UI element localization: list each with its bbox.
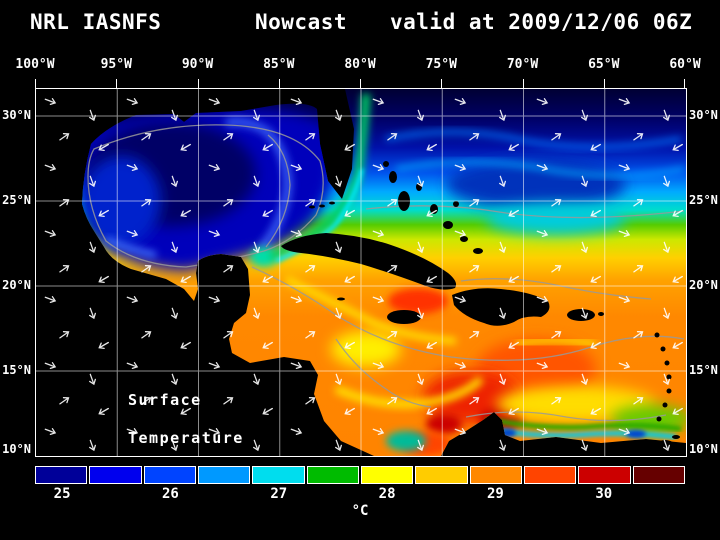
y-tick-label: 30°N <box>689 108 718 122</box>
colorbar-swatch <box>469 466 522 484</box>
header-product: NRL IASNFS <box>30 10 162 34</box>
tick-mark <box>278 79 280 88</box>
y-tick-label: 20°N <box>2 278 31 292</box>
tick-mark <box>522 79 524 88</box>
colorbar-tick-label: 29 <box>486 486 504 502</box>
colorbar-swatch <box>632 466 685 484</box>
colorbar-tick-label: 27 <box>270 486 288 502</box>
colorbar-swatch <box>415 466 468 484</box>
x-tick-label: 75°W <box>425 57 457 72</box>
colorbar-swatch <box>197 466 251 484</box>
x-axis-top: 100°W 95°W 90°W 85°W 80°W 75°W 70°W 65°W… <box>15 57 700 73</box>
tick-mark <box>197 79 199 88</box>
y-tick-label: 25°N <box>689 193 718 207</box>
y-tick-label: 15°N <box>2 363 31 377</box>
header-run-type: Nowcast <box>255 10 348 34</box>
x-tick-label: 85°W <box>263 57 295 72</box>
colorbar-swatch <box>252 466 305 484</box>
tick-mark <box>441 79 443 88</box>
tick-mark <box>116 79 118 88</box>
colorbar-unit: °C <box>351 503 369 519</box>
tick-mark <box>683 79 685 88</box>
tick-mark <box>35 79 36 88</box>
colorbar-swatch <box>360 466 414 484</box>
x-tick-label: 80°W <box>344 57 376 72</box>
colorbar-tick-label: 26 <box>161 486 179 502</box>
map-frame: Surface Temperature <box>35 88 687 457</box>
header-valid-time: valid at 2009/12/06 06Z <box>390 10 693 34</box>
y-axis-left: 30°N 25°N 20°N 15°N 10°N <box>0 88 33 457</box>
colorbar-swatch <box>143 466 196 484</box>
colorbar-tick-labels: 25 26 27 28 29 30 <box>35 486 685 502</box>
y-tick-label: 30°N <box>2 108 31 122</box>
y-axis-right: 30°N 25°N 20°N 15°N 10°N <box>688 88 720 457</box>
y-tick-label: 10°N <box>2 442 31 456</box>
sst-map-svg: Surface Temperature <box>36 89 686 456</box>
top-tick-marks <box>35 78 685 88</box>
y-tick-label: 20°N <box>689 278 718 292</box>
y-tick-label: 25°N <box>2 193 31 207</box>
colorbar-swatch <box>578 466 631 484</box>
colorbar-swatch <box>89 466 142 484</box>
x-tick-label: 60°W <box>669 57 701 72</box>
surface-label: Surface <box>128 391 202 409</box>
x-tick-label: 70°W <box>506 57 539 72</box>
y-tick-label: 15°N <box>689 363 718 377</box>
colorbar <box>35 466 685 484</box>
x-tick-label: 65°W <box>588 57 620 72</box>
x-tick-label: 95°W <box>100 57 132 72</box>
colorbar-tick-label: 30 <box>595 486 613 502</box>
colorbar-tick-label: 25 <box>53 486 71 502</box>
colorbar-swatch <box>306 466 359 484</box>
colorbar-swatch <box>35 466 88 484</box>
x-tick-label: 90°W <box>181 57 214 72</box>
tick-mark <box>360 79 361 88</box>
current-vectors <box>36 89 686 456</box>
temperature-label: Temperature <box>128 429 244 447</box>
colorbar-swatch <box>523 466 577 484</box>
x-tick-label: 100°W <box>15 57 55 72</box>
y-tick-label: 10°N <box>689 442 718 456</box>
tick-mark <box>603 79 605 88</box>
colorbar-tick-label: 28 <box>378 486 396 502</box>
